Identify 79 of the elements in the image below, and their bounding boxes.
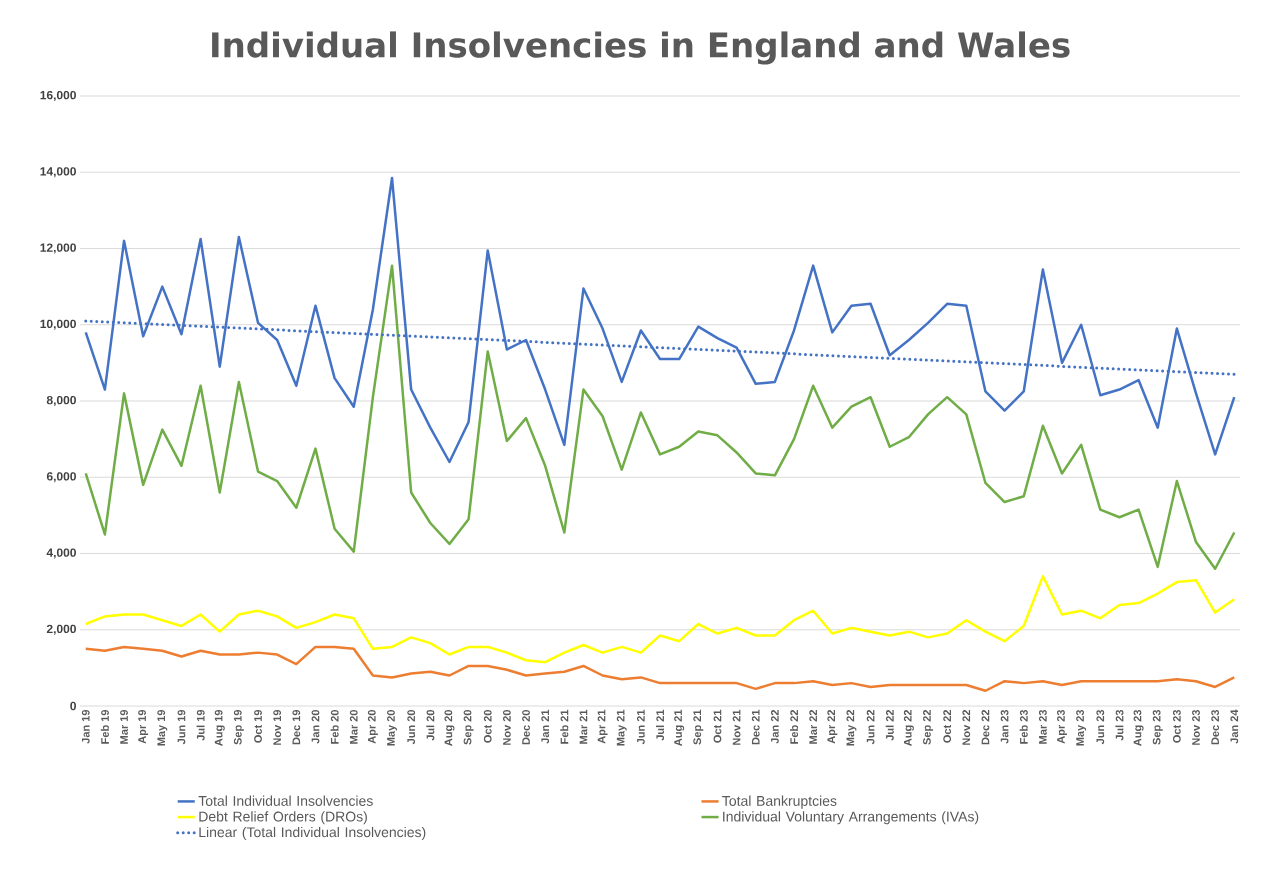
y-tick-label: 14,000 xyxy=(40,167,76,178)
x-tick-label: Dec 22 xyxy=(981,709,990,745)
x-tick-label: Jun 23 xyxy=(1096,709,1105,745)
x-tick-label: Apr 21 xyxy=(597,709,608,744)
x-tick-label: Feb 22 xyxy=(789,709,799,744)
x-tick-label: Sep 23 xyxy=(1152,709,1163,745)
chart-title: Individual Insolvencies in England and Wales xyxy=(212,31,1070,65)
x-tick-label: Jan 19 xyxy=(81,709,90,744)
x-tick-label: Aug 21 xyxy=(674,709,685,746)
line-series xyxy=(84,264,1236,570)
x-tick-label: Sep 22 xyxy=(923,709,933,745)
y-tick-label: 4,000 xyxy=(46,548,76,559)
x-tick-label: Aug 20 xyxy=(444,710,455,746)
y-tick-label: 12,000 xyxy=(40,243,76,254)
x-tick-label: Mar 19 xyxy=(120,709,128,744)
x-tick-label: Jun 19 xyxy=(177,709,186,745)
x-tick-label: May 23 xyxy=(1076,709,1087,746)
y-tick-label: 10,000 xyxy=(40,319,76,330)
x-tick-label: May 19 xyxy=(157,709,168,746)
x-tick-label: Jul 20 xyxy=(426,710,435,741)
x-tick-label: Aug 19 xyxy=(214,709,225,746)
x-tick-label: Jun 20 xyxy=(407,710,416,745)
x-tick-label: Oct 21 xyxy=(713,709,722,743)
x-tick-label: Jan 22 xyxy=(770,709,779,744)
x-tick-label: Dec 21 xyxy=(751,709,760,745)
y-tick-label: 0 xyxy=(70,701,76,711)
x-tick-label: Jan 21 xyxy=(541,709,550,744)
y-tick-label: 16,000 xyxy=(40,90,76,102)
line-series xyxy=(84,575,1236,664)
x-tick-label: Apr 19 xyxy=(138,709,149,744)
y-tick-label: 2,000 xyxy=(46,624,76,635)
x-tick-label: Sep 20 xyxy=(463,710,474,745)
x-tick-label: Jul 19 xyxy=(196,709,205,741)
x-tick-label: Oct 19 xyxy=(254,709,262,743)
legend-label: Total Bankruptcies xyxy=(722,795,837,809)
legend-label: Individual Voluntary Arrangements (IVAs) xyxy=(723,811,979,825)
x-tick-label: Oct 23 xyxy=(1172,709,1181,743)
x-tick-label: Jan 23 xyxy=(1000,709,1009,744)
line-series xyxy=(84,176,1236,464)
x-tick-label: Jul 21 xyxy=(655,709,665,741)
x-tick-label: May 22 xyxy=(846,709,857,746)
x-tick-label: Feb 21 xyxy=(560,709,569,744)
x-tick-label: Sep 21 xyxy=(693,709,704,745)
x-tick-label: Nov 23 xyxy=(1192,709,1200,745)
legend-label: Linear (Total Individual Insolvencies) xyxy=(199,826,426,840)
x-tick-label: Dec 23 xyxy=(1211,709,1220,745)
x-tick-label: Oct 20 xyxy=(483,710,492,743)
x-tick-label: Aug 23 xyxy=(1133,709,1144,746)
x-tick-label: Nov 19 xyxy=(273,709,282,745)
x-tick-label: Oct 22 xyxy=(943,709,952,743)
x-tick-label: Nov 20 xyxy=(502,710,511,745)
x-tick-label: Dec 19 xyxy=(292,709,301,745)
x-tick-label: Jun 21 xyxy=(636,709,645,745)
x-tick-label: Mar 23 xyxy=(1038,709,1047,744)
x-tick-label: Nov 21 xyxy=(732,709,741,745)
x-tick-label: Jul 22 xyxy=(885,709,894,741)
x-tick-label: Apr 22 xyxy=(827,709,838,744)
x-tick-label: Sep 19 xyxy=(233,709,244,745)
x-tick-label: Feb 23 xyxy=(1019,709,1028,744)
x-tick-label: Mar 21 xyxy=(579,709,588,744)
x-tick-label: Nov 22 xyxy=(962,709,971,745)
x-tick-label: Apr 23 xyxy=(1057,709,1067,744)
x-tick-label: Jun 22 xyxy=(866,709,875,745)
x-tick-label: Jan 24 xyxy=(1230,709,1239,744)
x-tick-label: May 21 xyxy=(616,709,627,746)
x-tick-label: May 20 xyxy=(387,710,397,746)
legend-label: Debt Relief Orders (DROs) xyxy=(199,811,367,825)
x-tick-label: Feb 20 xyxy=(330,710,339,744)
x-tick-label: Aug 22 xyxy=(903,709,914,746)
x-tick-label: Dec 20 xyxy=(522,710,530,745)
x-tick-label: Apr 20 xyxy=(367,710,378,744)
x-tick-label: Mar 22 xyxy=(809,709,818,744)
y-tick-label: 8,000 xyxy=(46,395,76,407)
x-tick-label: Jan 20 xyxy=(311,710,320,744)
x-tick-label: Jul 23 xyxy=(1115,709,1124,741)
y-tick-label: 6,000 xyxy=(46,472,76,483)
x-tick-label: Mar 20 xyxy=(349,710,358,744)
x-tick-label: Feb 19 xyxy=(100,709,109,744)
legend-label: Total Individual Insolvencies xyxy=(198,795,373,806)
